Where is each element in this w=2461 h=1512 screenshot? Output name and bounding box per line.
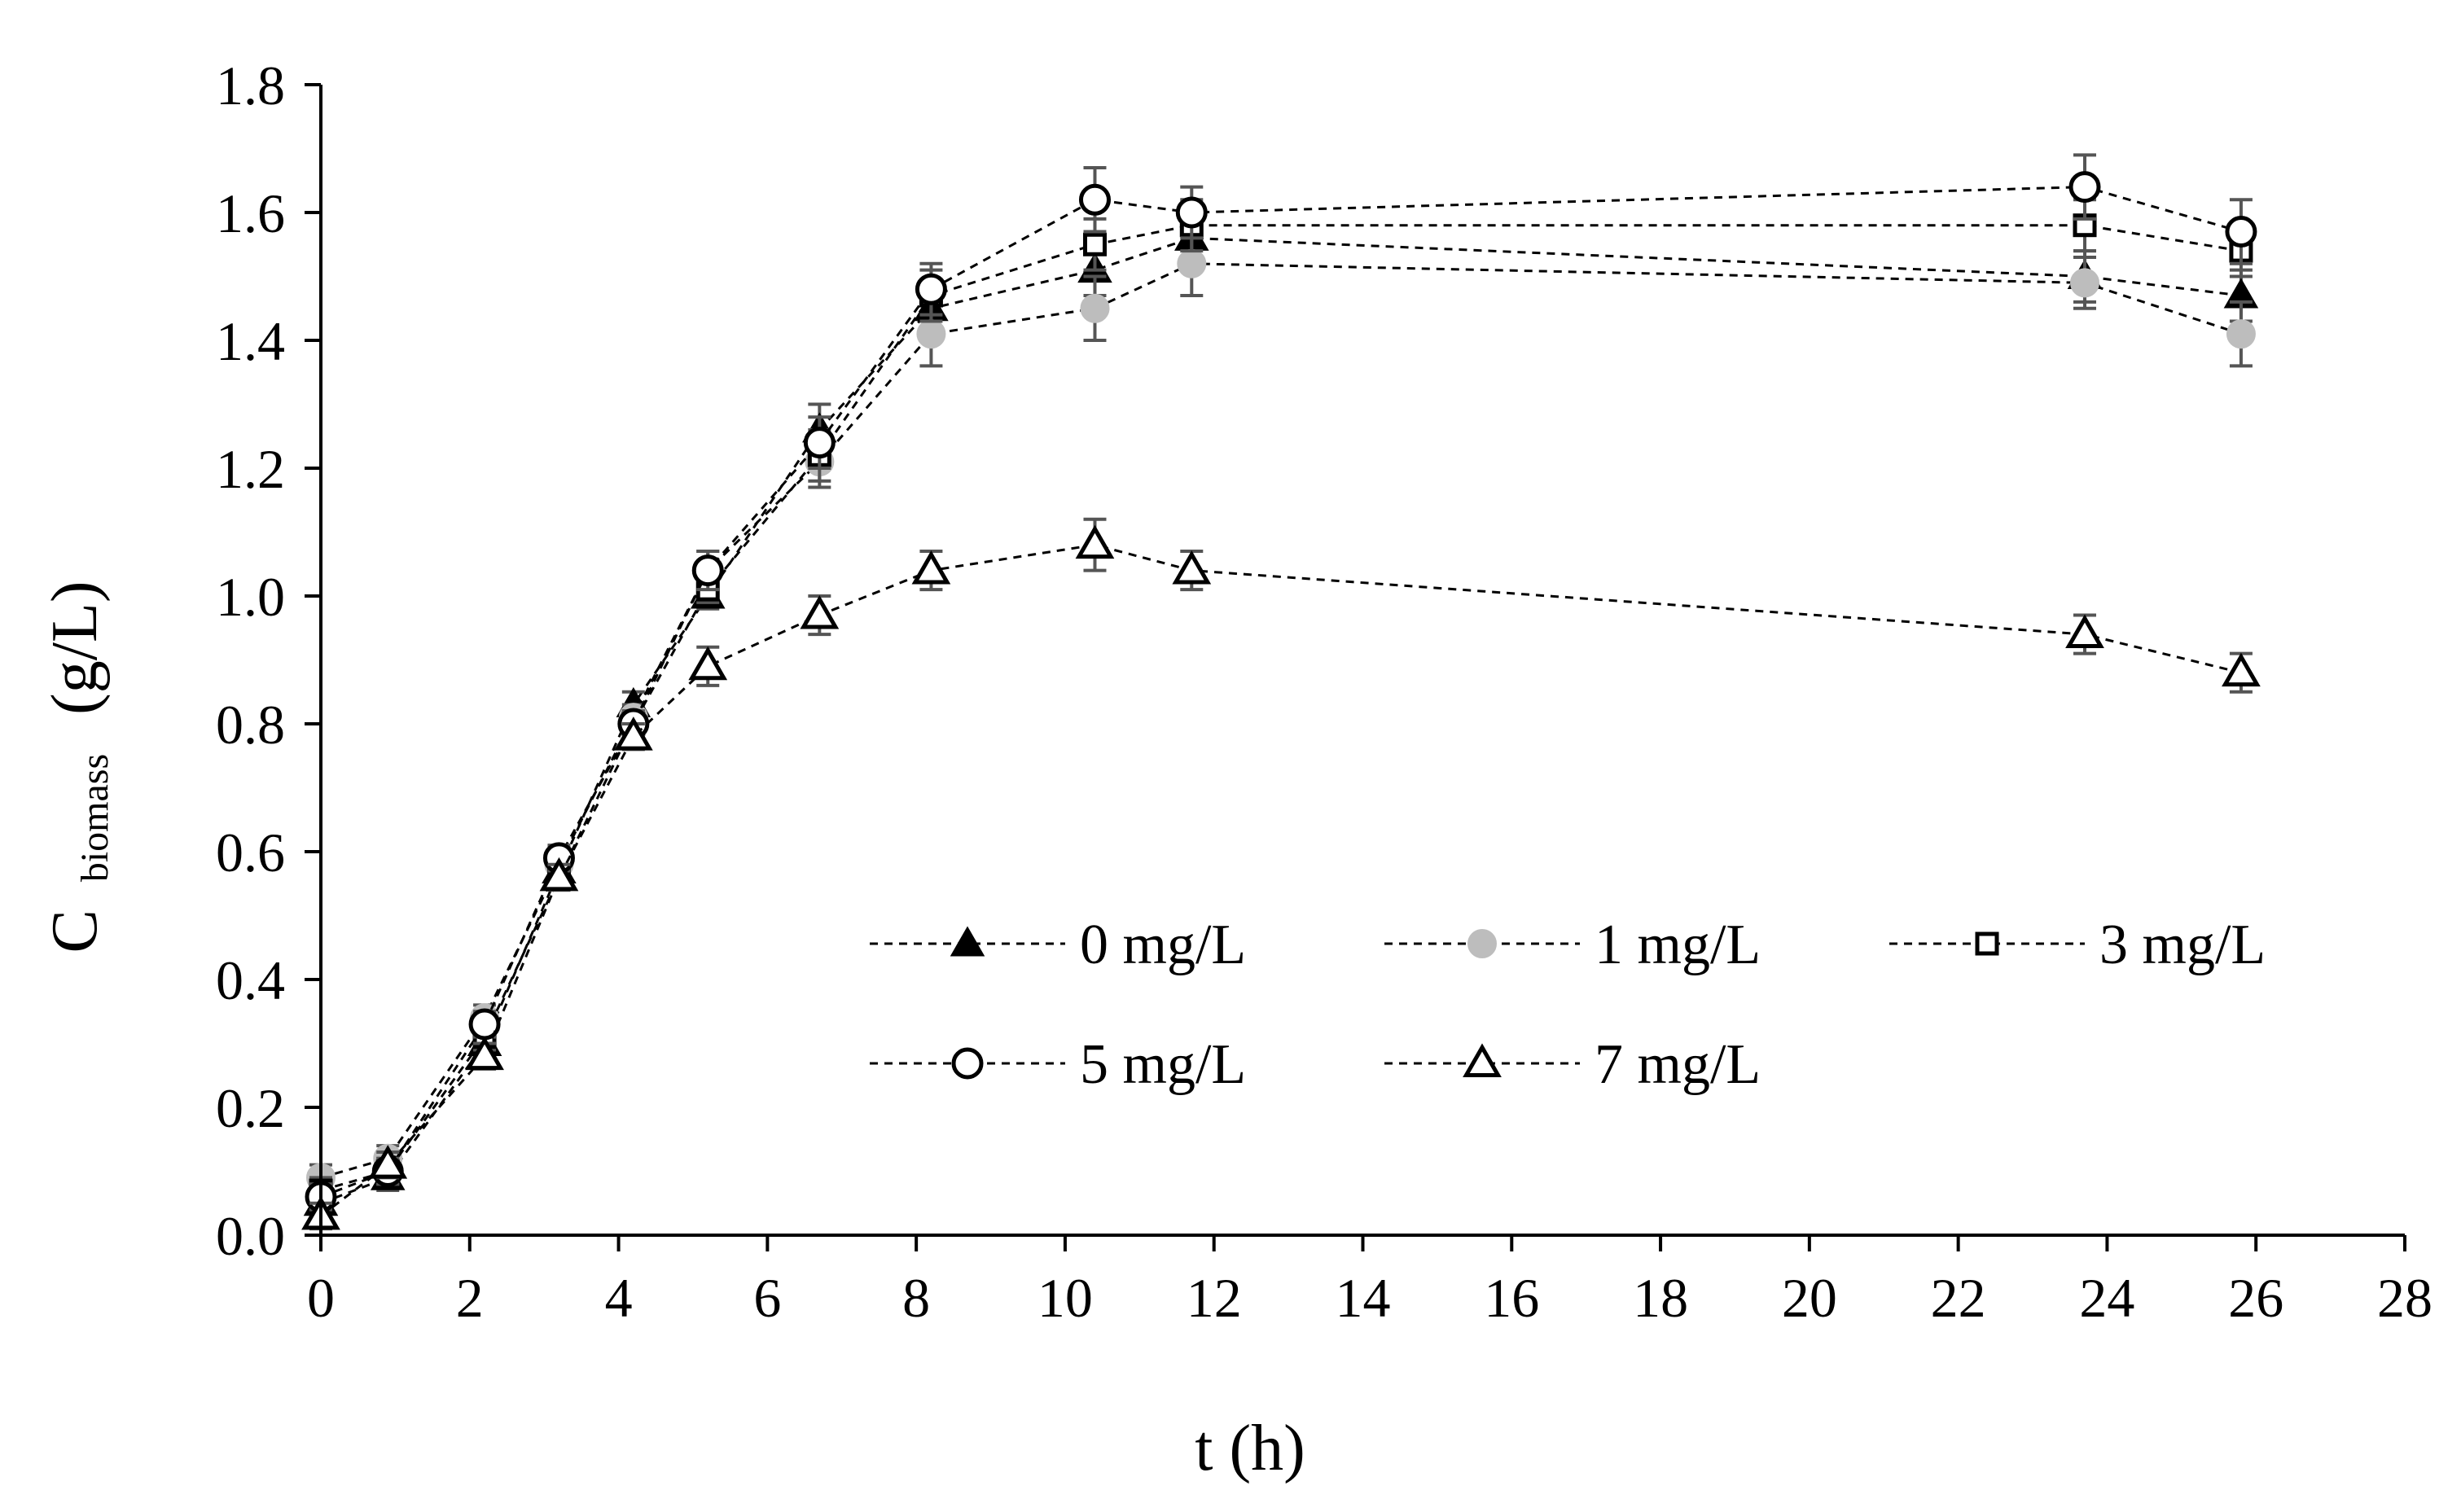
y-tick-label: 1.6 — [216, 182, 285, 244]
plot-area — [301, 153, 2261, 1231]
data-point — [1075, 524, 1115, 559]
series-7-mg-l — [301, 517, 2261, 1231]
legend-label: 7 mg/L — [1595, 1033, 1761, 1096]
data-point — [1080, 293, 1110, 323]
legend-entry-7-mg-l: 7 mg/L — [1384, 1033, 1761, 1096]
y-tick-label: 1.0 — [216, 566, 285, 628]
x-tick-label: 28 — [2377, 1267, 2432, 1329]
data-point — [465, 1036, 504, 1071]
data-point — [1172, 550, 1212, 585]
x-tick-label: 16 — [1484, 1267, 1539, 1329]
series-line — [320, 236, 2242, 1205]
data-point — [916, 319, 946, 349]
y-tick-label: 0.0 — [216, 1205, 285, 1267]
data-point — [1082, 232, 1107, 256]
x-tick-label: 0 — [307, 1267, 335, 1329]
data-point — [2222, 652, 2261, 687]
x-tick-label: 22 — [1931, 1267, 1986, 1329]
x-tick-label: 14 — [1336, 1267, 1391, 1329]
y-tick-label: 0.2 — [216, 1077, 285, 1139]
x-tick-label: 6 — [753, 1267, 781, 1329]
series-line — [320, 224, 2242, 1192]
y-tick-label: 1.2 — [216, 438, 285, 500]
series-0-mg-l — [303, 211, 2259, 1218]
legend-marker — [950, 926, 985, 957]
legend-entry-5-mg-l: 5 mg/L — [870, 1033, 1246, 1096]
series-line — [320, 543, 2242, 1217]
y-tick-label: 1.4 — [216, 310, 285, 372]
y-tick-label: 1.8 — [216, 55, 285, 116]
y-axis-title-subscript: biomass — [73, 754, 116, 882]
x-tick-label: 18 — [1633, 1267, 1688, 1329]
data-point — [803, 427, 836, 459]
y-axis-title: C biomass (g/L) — [39, 581, 122, 953]
x-tick-label: 12 — [1187, 1267, 1242, 1329]
x-tick-label: 20 — [1782, 1267, 1837, 1329]
legend-marker — [1463, 1043, 1502, 1077]
series-5-mg-l — [305, 153, 2257, 1213]
legend-marker — [1467, 929, 1497, 958]
series-line — [320, 262, 2242, 1179]
data-point — [691, 554, 724, 587]
data-point — [688, 646, 728, 681]
legend-label: 3 mg/L — [2099, 914, 2266, 976]
tick-marks: 0 2 4 6 8 10 12 14 16 18 20 22 24 26 280.00.20.40.60.8… — [216, 55, 2432, 1329]
data-point — [2065, 614, 2104, 649]
y-axis-title-main: C — [39, 909, 111, 953]
data-point — [613, 717, 653, 751]
x-axis-title: t (h) — [1195, 1413, 1305, 1484]
y-axis-title-unit: (g/L) — [39, 581, 111, 714]
data-point — [1177, 248, 1207, 278]
series-1-mg-l — [306, 230, 2256, 1193]
y-tick-label: 0.6 — [216, 822, 285, 883]
legend-marker — [951, 1047, 984, 1080]
data-point — [368, 1145, 408, 1179]
data-point — [800, 594, 840, 629]
x-tick-label: 24 — [2079, 1267, 2134, 1329]
y-tick-label: 0.8 — [216, 694, 285, 756]
legend-label: 5 mg/L — [1080, 1033, 1246, 1096]
x-tick-label: 8 — [902, 1267, 930, 1329]
x-tick-label: 4 — [605, 1267, 633, 1329]
data-point — [1175, 196, 1208, 229]
legend: 0 mg/L 1 mg/L 3 mg/L 5 mg/L 7 mg/L — [870, 914, 2266, 1096]
data-point — [2068, 171, 2101, 204]
legend-marker — [1975, 931, 1999, 956]
x-tick-label: 10 — [1037, 1267, 1093, 1329]
x-tick-label: 2 — [456, 1267, 484, 1329]
data-point — [2226, 319, 2256, 349]
y-tick-label: 0.4 — [216, 949, 285, 1011]
series-3-mg-l — [309, 198, 2253, 1205]
data-point — [2225, 216, 2257, 248]
series-line — [320, 186, 2242, 1199]
legend-entry-1-mg-l: 1 mg/L — [1384, 914, 1761, 976]
svg-text:C biomass (g/L): C biomass (g/L) — [39, 581, 122, 953]
legend-entry-3-mg-l: 3 mg/L — [1889, 914, 2266, 976]
legend-entry-0-mg-l: 0 mg/L — [870, 914, 1246, 976]
x-tick-label: 26 — [2228, 1267, 2283, 1329]
data-point — [2070, 268, 2100, 298]
data-point — [911, 550, 951, 585]
legend-label: 1 mg/L — [1595, 914, 1761, 976]
legend-label: 0 mg/L — [1080, 914, 1246, 976]
data-point — [539, 857, 579, 892]
data-point — [915, 273, 947, 305]
data-point — [1078, 183, 1111, 216]
